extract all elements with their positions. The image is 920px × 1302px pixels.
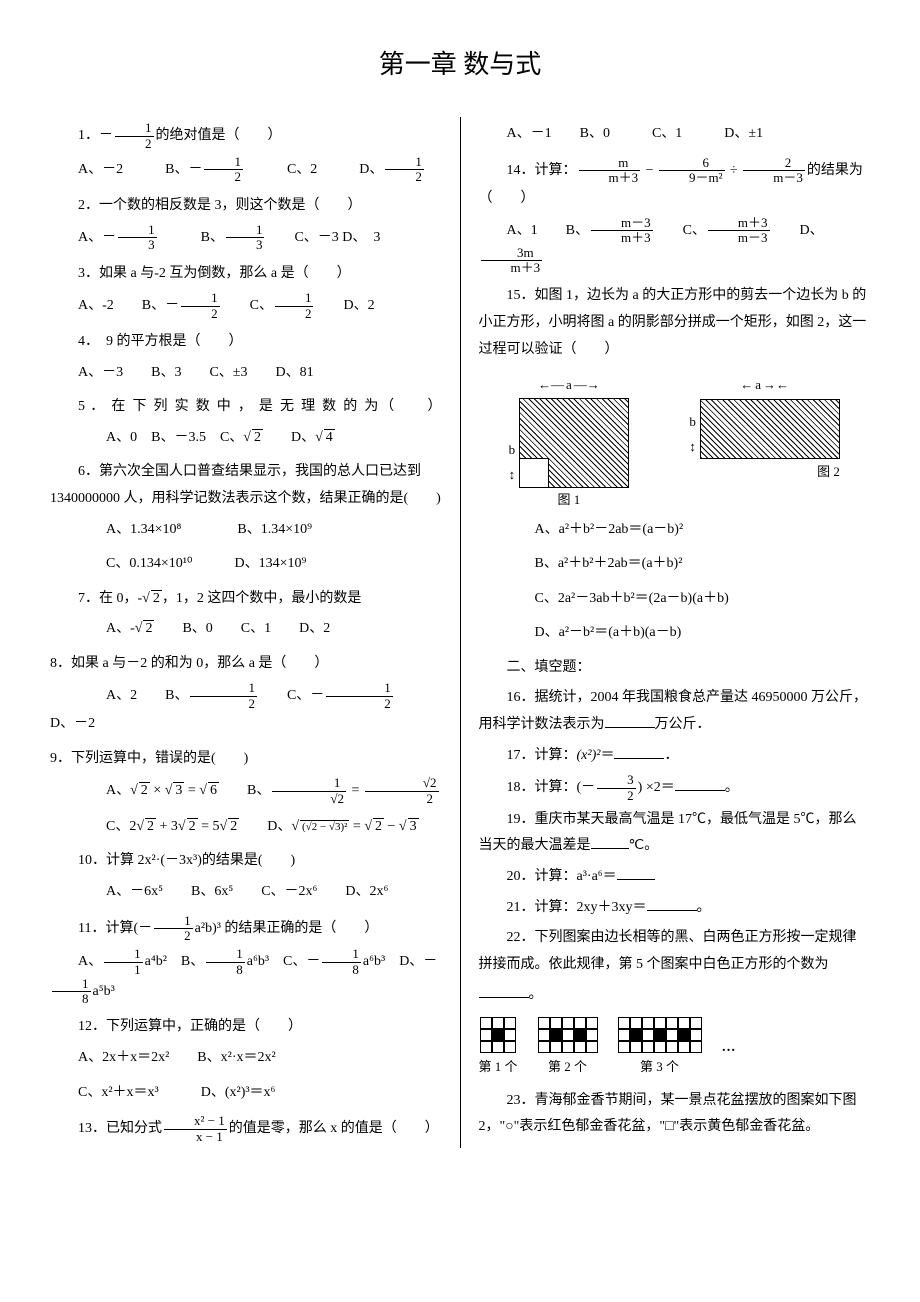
ellipsis-icon: …	[722, 1035, 736, 1062]
blank-input[interactable]	[675, 776, 725, 791]
q22-blank: 。	[479, 982, 871, 1009]
two-column-layout: 1．－12的绝对值是（ ） A、－2 B、－12 C、2 D、12 2．一个数的…	[50, 117, 870, 1147]
page-title: 第一章 数与式	[50, 40, 870, 89]
q12: 12．下列运算中，正确的是（ ）	[50, 1014, 442, 1041]
figure-2: ←a→← b ↕ 图 2	[689, 373, 840, 512]
q7: 7．在 0，-√2，1，2 这四个数中，最小的数是	[50, 586, 442, 613]
q13: 13．已知分式x² − 1x − 1的值是零，那么 x 的值是（ ）	[50, 1114, 442, 1144]
o7: A、-√2 B、0 C、1 D、2	[50, 616, 442, 643]
q2: 2．一个数的相反数是 3，则这个数是（ ）	[50, 193, 442, 220]
q21: 21．计算：2xy＋3xy＝。	[479, 895, 871, 922]
blank-input[interactable]	[647, 896, 697, 911]
q18: 18．计算：(－32) ×2＝。	[479, 773, 871, 803]
o15b: B、a²＋b²＋2ab＝(a＋b)²	[479, 551, 871, 578]
checker-1: 第 1 个	[479, 1017, 518, 1080]
fig2-top-label: ←a→←	[689, 373, 840, 398]
fig2-b-label: b	[689, 410, 696, 435]
q3: 3．如果 a 与-2 互为倒数，那么 a 是（ ）	[50, 261, 442, 288]
checker-1-caption: 第 1 个	[479, 1055, 518, 1080]
updown-arrow-icon: ↕	[689, 435, 696, 460]
checker-pattern-row: 第 1 个 第 2 个 第 3 个 …	[479, 1017, 871, 1080]
q4: 4． 9 的平方根是（ ）	[50, 329, 442, 356]
checker-3-caption: 第 3 个	[618, 1055, 702, 1080]
q16: 16．据统计，2004 年我国粮食总产量达 46950000 万公斤，用科学计数…	[479, 685, 871, 738]
q1-text: 1．－	[78, 128, 113, 143]
o11: A、11a⁴b² B、18a⁶b³ C、－18a⁶b³ D、－18a⁵b³	[50, 947, 442, 1006]
o1b: C、2 D、	[245, 162, 383, 177]
o9ab: A、√2 × √3 = √6 B、1√2 = √22	[50, 776, 442, 806]
updown-arrow-icon: ↕	[509, 463, 516, 488]
q15: 15．如图 1，边长为 a 的大正方形中的剪去一个边长为 b 的小正方形，小明将…	[479, 283, 871, 363]
section-2-heading: 二、填空题：	[479, 655, 871, 682]
o12a: A、2x＋x＝2x² B、x²·x＝2x²	[50, 1045, 442, 1072]
q11: 11．计算(－12a²b)³ 的结果正确的是（ ）	[50, 914, 442, 944]
q9: 9．下列运算中，错误的是( )	[50, 746, 442, 773]
q19: 19．重庆市某天最高气温是 17℃，最低气温是 5℃，那么当天的最大温差是℃。	[479, 807, 871, 860]
checker-3: 第 3 个	[618, 1017, 702, 1080]
q14: 14．计算：mm＋3 − 69－m² ÷ 2m－3的结果为（ ）	[479, 156, 871, 212]
o5: A、0 B、－3.5 C、√2 D、√4	[50, 425, 442, 452]
o12b: C、x²＋x＝x³ D、(x²)³＝x⁶	[50, 1080, 442, 1107]
o13: A、－1 B、0 C、1 D、±1	[479, 121, 871, 148]
frac-num: 1	[115, 121, 154, 136]
o10: A、－6x⁵ B、6x⁵ C、－2x⁶ D、2x⁶	[50, 879, 442, 906]
figure-row-15: ←— a —→ b ↕ 图 1 ←a→←	[479, 373, 871, 512]
q20: 20．计算：a³·a⁶＝	[479, 864, 871, 891]
o6a: A、1.34×10⁸ B、1.34×10⁹	[50, 517, 442, 544]
fig2-caption: 图 2	[689, 460, 840, 485]
q8: 8．如果 a 与－2 的和为 0，那么 a 是（ ）	[50, 651, 442, 678]
o15d: D、a²－b²＝(a＋b)(a－b)	[479, 620, 871, 647]
o8: A、2 B、12 C、－12 D、－2	[50, 681, 442, 737]
expr-x22: (x²)²	[577, 748, 601, 763]
q23: 23．青海郁金香节期间，某一景点花盆摆放的图案如下图 2，"○"表示红色郁金香花…	[479, 1088, 871, 1141]
o15a: A、a²＋b²－2ab＝(a－b)²	[479, 517, 871, 544]
fig1-b-label: b	[509, 438, 516, 463]
left-column: 1．－12的绝对值是（ ） A、－2 B、－12 C、2 D、12 2．一个数的…	[50, 117, 461, 1147]
o3: A、-2 B、－12 C、12 D、2	[50, 291, 442, 321]
q1-text-b: 的绝对值是（ ）	[156, 128, 282, 143]
q10: 10．计算 2x²·(－3x³)的结果是( )	[50, 848, 442, 875]
fig1-caption: 图 1	[509, 488, 630, 513]
o4: A、－3 B、3 C、±3 D、81	[50, 360, 442, 387]
blank-input[interactable]	[617, 865, 655, 880]
o6b: C、0.134×10¹⁰ D、134×10⁹	[50, 551, 442, 578]
right-column: A、－1 B、0 C、1 D、±1 14．计算：mm＋3 − 69－m² ÷ 2…	[461, 117, 871, 1147]
o15c: C、2a²－3ab＋b²＝(2a－b)(a＋b)	[479, 586, 871, 613]
o1: A、－2 B、－12 C、2 D、12	[50, 155, 442, 185]
blank-input[interactable]	[591, 834, 629, 849]
frac-den: 2	[115, 137, 154, 151]
blank-input[interactable]	[605, 713, 655, 728]
checker-2: 第 2 个	[538, 1017, 598, 1080]
q22: 22．下列图案由边长相等的黑、白两色正方形按一定规律拼接而成。依此规律，第 5 …	[479, 925, 871, 978]
blank-input[interactable]	[614, 744, 664, 759]
o1a: A、－2 B、－	[78, 162, 202, 177]
q5: 5 ． 在 下 列 实 数 中 ， 是 无 理 数 的 为（ ）	[50, 394, 442, 421]
blank-input[interactable]	[479, 983, 529, 998]
o2: A、－13 B、13 C、－3 D、 3	[50, 223, 442, 253]
o9cd: C、2√2 + 3√2 = 5√2 D、√(√2 − √3)² = √2 − √…	[50, 814, 442, 841]
q6: 6．第六次全国人口普查结果显示，我国的总人口已达到 1340000000 人，用…	[50, 459, 442, 512]
q1: 1．－12的绝对值是（ ）	[50, 121, 442, 151]
o14: A、1 B、m－3m＋3 C、m＋3m－3 D、3mm＋3	[479, 216, 871, 275]
fig1-top-label: ←— a —→	[509, 373, 630, 398]
checker-2-caption: 第 2 个	[538, 1055, 598, 1080]
q17: 17．计算：(x²)²＝．	[479, 743, 871, 770]
figure-1: ←— a —→ b ↕ 图 1	[509, 373, 630, 512]
